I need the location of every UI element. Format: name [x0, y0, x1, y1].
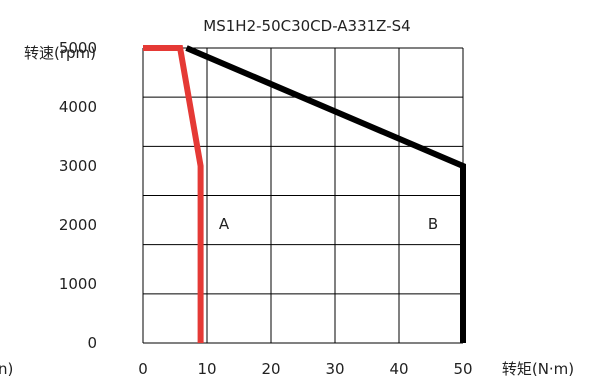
series-line-a [143, 45, 204, 343]
x-axis-title: 转矩(N·m) [502, 360, 574, 378]
axis-ticks: 0 10 20 30 40 50 0 1000 2000 3000 4000 5000 [59, 39, 473, 378]
clipped-left-label: n) [0, 360, 13, 378]
x-tick-label: 0 [138, 360, 148, 378]
grid-lines [142, 47, 464, 344]
y-tick-label: 2000 [59, 216, 97, 234]
series-label-a: A [219, 215, 230, 233]
chart-title: MS1H2-50C30CD-A331Z-S4 [203, 17, 410, 35]
y-tick-label: 5000 [59, 39, 97, 57]
y-axis-title: 转速(rpm) [24, 44, 96, 62]
x-tick-label: 20 [261, 360, 280, 378]
y-tick-label: 3000 [59, 157, 97, 175]
y-tick-label: 0 [87, 334, 97, 352]
x-tick-label: 10 [197, 360, 216, 378]
series-line-b [185, 45, 466, 343]
x-tick-label: 40 [389, 360, 408, 378]
x-tick-label: 30 [325, 360, 344, 378]
y-tick-label: 1000 [59, 275, 97, 293]
x-tick-label: 50 [453, 360, 472, 378]
series-label-b: B [428, 215, 438, 233]
y-tick-label: 4000 [59, 98, 97, 116]
